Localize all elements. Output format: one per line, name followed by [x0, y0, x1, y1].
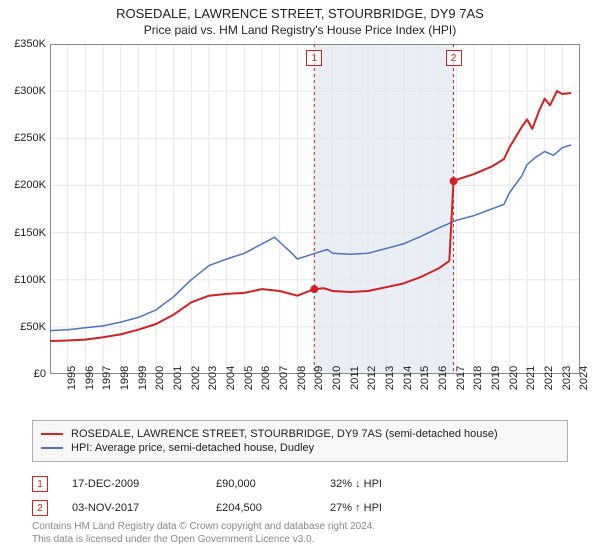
ytick-label: £50K [20, 321, 46, 333]
ytick-label: £300K [14, 85, 46, 97]
legend: ROSEDALE, LAWRENCE STREET, STOURBRIDGE, … [32, 420, 568, 462]
xtick-label: 2024 [562, 366, 590, 390]
footer-line-2: This data is licensed under the Open Gov… [32, 533, 375, 546]
sale-date-1: 17-DEC-2009 [72, 478, 192, 490]
ytick-label: £150K [14, 227, 46, 239]
sale-price-2: £204,500 [216, 502, 306, 514]
footer-line-1: Contains HM Land Registry data © Crown c… [32, 520, 375, 533]
ytick-label: £200K [14, 179, 46, 191]
sale-delta-1: 32% ↓ HPI [330, 478, 382, 490]
sale-row-2: 2 03-NOV-2017 £204,500 27% ↑ HPI [32, 496, 568, 520]
sale-row-1: 1 17-DEC-2009 £90,000 32% ↓ HPI [32, 472, 568, 496]
sale-delta-2: 27% ↑ HPI [330, 502, 382, 514]
chart-area: £0£50K£100K£150K£200K£250K£300K£350K 199… [50, 44, 580, 374]
ytick-label: £0 [34, 368, 46, 380]
footer-note: Contains HM Land Registry data © Crown c… [32, 520, 375, 546]
sale-price-1: £90,000 [216, 478, 306, 490]
chart-subtitle: Price paid vs. HM Land Registry's House … [0, 21, 600, 41]
sale-date-2: 03-NOV-2017 [72, 502, 192, 514]
legend-swatch-hpi [41, 447, 63, 449]
legend-swatch-property [41, 433, 63, 435]
legend-label-hpi: HPI: Average price, semi-detached house,… [71, 442, 314, 454]
sale-marker-2: 2 [32, 500, 48, 516]
legend-row-hpi: HPI: Average price, semi-detached house,… [41, 441, 559, 455]
sale-marker-annot-1: 1 [306, 50, 322, 66]
ytick-label: £100K [14, 274, 46, 286]
legend-label-property: ROSEDALE, LAWRENCE STREET, STOURBRIDGE, … [71, 428, 498, 440]
sale-marker-annot-2: 2 [446, 50, 462, 66]
chart-title: ROSEDALE, LAWRENCE STREET, STOURBRIDGE, … [0, 0, 600, 21]
ytick-label: £250K [14, 132, 46, 144]
chart-svg [50, 44, 580, 374]
sales-table: 1 17-DEC-2009 £90,000 32% ↓ HPI 2 03-NOV… [32, 472, 568, 520]
legend-row-property: ROSEDALE, LAWRENCE STREET, STOURBRIDGE, … [41, 427, 559, 441]
sale-marker-1: 1 [32, 476, 48, 492]
ytick-label: £350K [14, 38, 46, 50]
